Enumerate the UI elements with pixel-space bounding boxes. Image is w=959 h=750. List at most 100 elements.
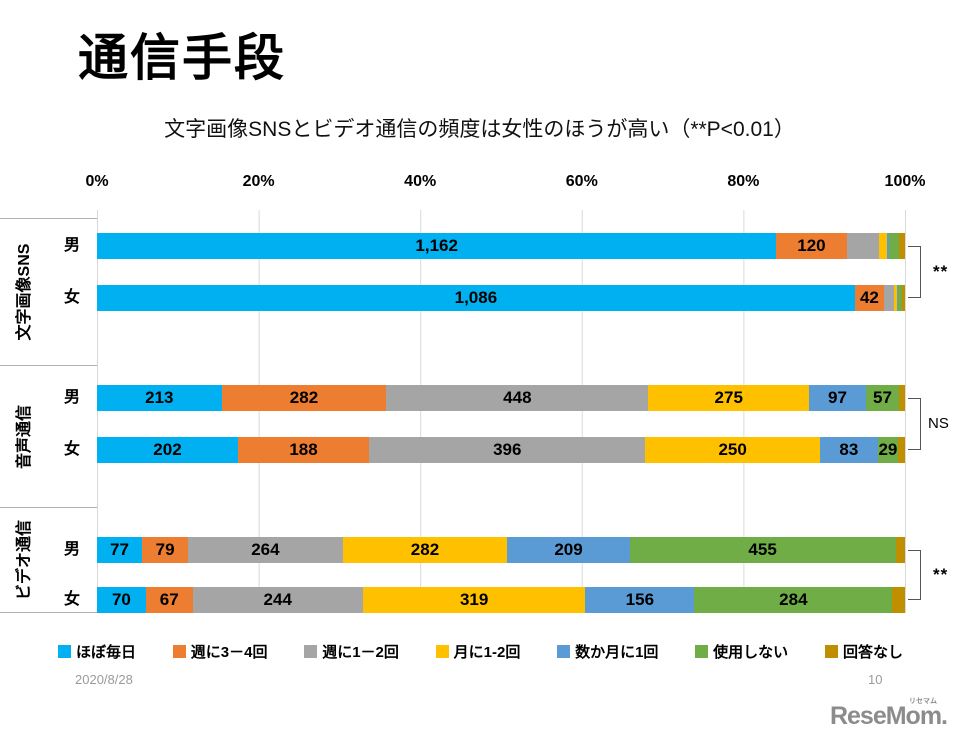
legend-item: 週に1－2回 [304,641,399,662]
bar-segment [887,233,890,259]
bar-segment: 282 [221,385,387,411]
bar-segment: 202 [97,437,238,463]
sex-label: 女 [63,289,80,306]
legend-swatch [824,645,838,658]
bar-segment: 79 [142,537,189,563]
significance-label: ** [933,262,949,281]
bar-segment [898,285,902,311]
sex-label: 男 [63,389,80,406]
bar-segment: 57 [865,385,900,411]
category-label-wrap: 音声通信 [0,366,44,507]
legend-swatch [695,645,709,658]
category-label: 文字画像SNS [16,243,33,341]
bar-value-label: 448 [503,388,532,407]
resemom-logo-ruby: リセマム [909,698,937,705]
legend-label: 回答なし [842,644,903,661]
bar-segment: 77 [97,537,143,563]
bar-segment: 42 [854,285,885,311]
bar-segment: 213 [97,385,222,411]
legend-swatch [58,645,71,658]
legend-item: 月に1-2回 [435,641,521,662]
legend-swatch [557,645,571,658]
bar-value-label: 188 [289,440,318,459]
chart-subtitle: 文字画像SNSとビデオ通信の頻度は女性のほうが高い（**P<0.01） [164,118,795,141]
bar-segment: 156 [585,587,695,613]
bar-value-label: 79 [155,540,175,559]
bar-row: 女 1,086 42 [64,285,905,311]
footer-date: 2020/8/28 [75,672,133,687]
bar-segment: 319 [362,587,586,613]
category-box: 文字画像SNS [0,218,97,365]
bar-segment: 83 [819,437,878,463]
bar-value-label: 156 [625,590,655,609]
bar-segment [896,285,899,311]
sex-label: 女 [63,591,80,608]
page-title: 通信手段 [78,30,286,86]
bar-value-label: 213 [145,388,174,407]
significance-label: ** [933,565,949,584]
bar-value-label: 1,086 [454,288,498,307]
bar-segment [899,233,905,259]
category-label: 音声通信 [16,404,33,469]
legend-item: 使用しない [695,641,788,662]
legend-swatch [304,645,318,658]
bar-segment: 264 [188,537,343,563]
bar-segment: 250 [645,437,820,463]
legend-swatch [172,645,186,658]
bar-value-label: 77 [110,540,129,559]
bar-segment: 455 [629,537,896,563]
x-tick-label: 40% [404,173,437,190]
category-label: ビデオ通信 [16,519,33,601]
bar-segment: 1,086 [97,285,855,311]
category-axis: 文字画像SNS 音声通信ビデオ通信 [0,218,97,613]
category-box: ビデオ通信 [0,507,97,613]
bar-segment: 275 [648,385,810,411]
bar-segment [901,285,905,311]
bar-value-label: 275 [714,388,743,407]
bar-segment [846,233,880,259]
x-tick-label: 80% [727,173,760,190]
bar-segment: 70 [97,587,146,613]
bar-value-label: 202 [153,440,182,459]
resemom-logo: ReseMom. リセマム [829,698,948,733]
bar-value-label: 1,162 [415,236,458,255]
bar-segment: 284 [694,587,893,613]
bar-row: 男 77 79 264 282 209 455 [64,537,905,563]
bar-value-label: 29 [878,440,898,459]
x-axis: 0% 20% 40% 60% 80% 100% [85,173,925,195]
legend-label: 使用しない [713,644,789,661]
bar-row: 男 1,162 120 [64,233,905,259]
legend: ほぼ毎日 週に3－4回 週に1－2回 月に1-2回 数か月に1回 使用しない 回答なし [58,641,903,662]
bar-segment [879,233,888,259]
bar-segment [895,537,905,563]
x-tick-label: 0% [85,173,109,190]
bar-segment: 396 [369,437,646,463]
bar-value-label: 244 [263,590,292,609]
legend-label: ほぼ毎日 [76,644,137,661]
bar-value-label: 57 [873,388,892,407]
legend-label: 数か月に1回 [575,644,659,661]
bar-value-label: 282 [410,540,440,559]
bar-segment [889,233,900,259]
legend-label: 月に1-2回 [453,644,521,661]
bar-value-label: 396 [493,440,522,459]
bar-segment: 244 [192,587,363,613]
bar-value-label: 42 [859,288,879,307]
resemom-logo-text: ReseMom. [829,702,948,730]
legend-label: 週に3－4回 [190,644,268,661]
bar-value-label: 83 [839,440,859,459]
bar-segment: 209 [507,537,630,563]
bar-segment [898,437,905,463]
bar-segment: 97 [809,385,866,411]
bar-row: 女 70 67 244 319 156 284 [64,587,905,613]
bar-value-label: 319 [459,590,489,609]
bar-value-label: 250 [718,440,747,459]
bar-segment [899,385,905,411]
category-label-wrap: 文字画像SNS [0,219,44,365]
plot-area: 男 1,162 120 女 1,086 42 男 213 282 448 275 97 57 女 202 18… [64,210,906,613]
bar-value-label: 209 [554,540,583,559]
bar-segment: 448 [386,385,649,411]
legend-item: 回答なし [824,641,903,662]
bar-segment: 120 [776,233,847,259]
x-tick-label: 20% [242,173,275,190]
